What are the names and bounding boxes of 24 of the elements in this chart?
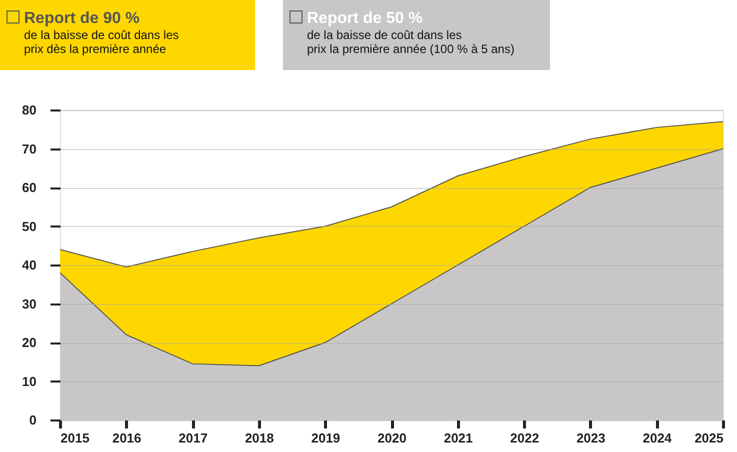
y-tick-label: 0: [29, 412, 36, 428]
x-tick-label: 2024: [642, 430, 672, 446]
legend-label: Report de 50 %: [307, 10, 423, 27]
y-tick-label: 40: [22, 258, 36, 272]
x-tick-label: 2018: [244, 430, 274, 446]
x-tick-label: 2017: [178, 430, 208, 446]
x-tick-label: 2020: [378, 430, 406, 446]
x-tick-label: 2025: [694, 430, 724, 446]
text: de la baisse de coût dans les prix dès la première année: [24, 28, 179, 56]
x-tick-label: 2021: [444, 430, 473, 446]
y-tick-label: 80: [22, 102, 36, 118]
legend-label: Report de 90 %: [24, 10, 140, 27]
x-tick-label: 2015: [60, 430, 90, 446]
x-tick-label: 2016: [112, 430, 142, 446]
text: de la baisse de coût dans les prix la première année (100 % à 5 ans): [307, 28, 514, 56]
y-tick-label: 30: [22, 296, 36, 312]
y-tick-label: 50: [22, 218, 36, 234]
y-tick-label: 20: [22, 335, 36, 350]
x-tick-label: 2019: [311, 430, 340, 446]
y-tick-label: 10: [22, 374, 36, 389]
x-tick-label: 2022: [510, 430, 540, 446]
y-tick-label: 70: [22, 141, 36, 156]
y-tick-label: 60: [22, 180, 36, 195]
x-tick-label: 2023: [576, 430, 606, 446]
